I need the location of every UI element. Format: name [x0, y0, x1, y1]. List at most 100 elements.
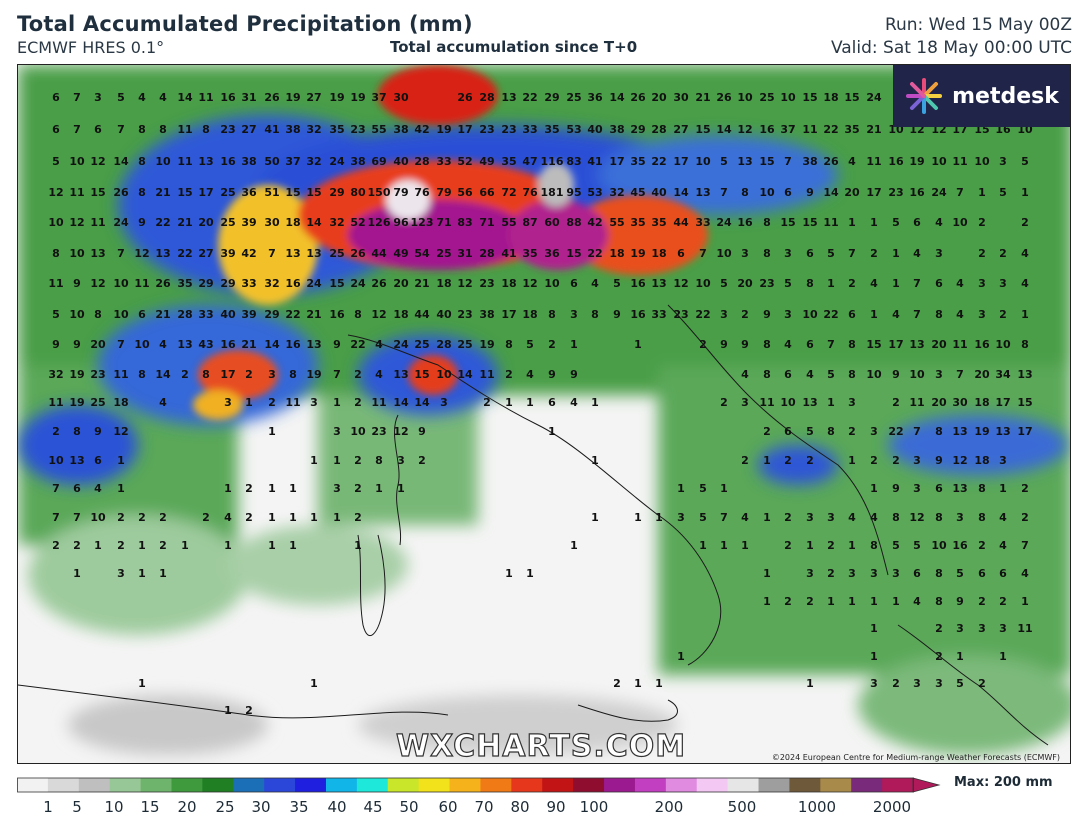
- run-time: Run: Wed 15 May 00Z: [884, 15, 1072, 35]
- station-value: 24: [113, 216, 129, 229]
- color-scale-tick-label: 200: [654, 798, 684, 816]
- metdesk-logo[interactable]: metdesk: [893, 65, 1070, 127]
- station-value: 11: [479, 368, 495, 381]
- station-value: 4: [570, 396, 578, 409]
- station-value: 20: [974, 368, 990, 381]
- station-value: 2: [245, 482, 253, 495]
- station-value: 4: [94, 482, 102, 495]
- max-value-label: Max: 200 mm: [954, 775, 1053, 790]
- station-value: 38: [350, 155, 366, 168]
- station-value: 32: [264, 277, 280, 290]
- station-value: 13: [155, 247, 171, 260]
- station-value: 2: [202, 511, 210, 524]
- station-value: 26: [457, 91, 473, 104]
- station-value: 1: [806, 539, 814, 552]
- station-value: 6: [848, 308, 856, 321]
- station-value: 28: [414, 155, 430, 168]
- station-value: 7: [117, 338, 125, 351]
- station-value: 8: [138, 368, 146, 381]
- station-value: 2: [418, 454, 426, 467]
- station-value: 1: [763, 567, 771, 580]
- station-value: 23: [90, 368, 106, 381]
- station-value: 18: [501, 277, 517, 290]
- station-value: 20: [393, 277, 409, 290]
- station-value: 1: [138, 677, 146, 690]
- station-value: 1: [677, 650, 685, 663]
- station-value: 2: [978, 216, 986, 229]
- station-value: 83: [566, 155, 582, 168]
- coastlines: [18, 304, 1049, 746]
- station-value: 8: [806, 277, 814, 290]
- station-value: 18: [522, 308, 538, 321]
- color-scale-segment: [696, 778, 729, 792]
- station-value: 39: [241, 308, 257, 321]
- station-value: 2: [978, 677, 986, 690]
- station-value: 3: [224, 396, 232, 409]
- station-value: 8: [763, 247, 771, 260]
- station-value: 7: [1021, 539, 1029, 552]
- station-value: 9: [806, 186, 814, 199]
- station-value: 55: [501, 216, 517, 229]
- station-value: 21: [177, 216, 193, 229]
- station-value: 38: [285, 123, 301, 136]
- station-value: 4: [913, 595, 921, 608]
- station-value: 8: [159, 123, 167, 136]
- station-value: 10: [952, 216, 968, 229]
- station-value: 1: [117, 454, 125, 467]
- color-scale-segment: [758, 778, 790, 792]
- station-value: 13: [69, 454, 85, 467]
- station-value: 15: [306, 186, 322, 199]
- station-value: 3: [310, 396, 318, 409]
- color-scale-tick-label: 20: [177, 798, 197, 816]
- station-value: 1: [505, 396, 513, 409]
- model-name: ECMWF HRES 0.1°: [17, 38, 165, 57]
- station-value: 40: [220, 308, 236, 321]
- station-value: 44: [414, 308, 430, 321]
- station-value: 11: [759, 396, 775, 409]
- station-value: 6: [677, 247, 685, 260]
- station-value: 3: [913, 482, 921, 495]
- chart-subtitle: Total accumulation since T+0: [390, 38, 638, 56]
- station-value: 33: [241, 277, 257, 290]
- station-value: 14: [393, 396, 409, 409]
- station-value: 5: [827, 247, 835, 260]
- station-value: 69: [371, 155, 387, 168]
- station-value: 13: [695, 186, 711, 199]
- station-value: 6: [806, 247, 814, 260]
- station-value: 35: [329, 123, 345, 136]
- station-value: 9: [741, 338, 749, 351]
- station-value: 10: [155, 155, 171, 168]
- station-value: 71: [436, 216, 452, 229]
- station-value: 27: [306, 91, 322, 104]
- station-value: 19: [69, 368, 85, 381]
- station-value: 15: [844, 91, 860, 104]
- station-value: 1: [289, 511, 297, 524]
- station-value: 6: [999, 567, 1007, 580]
- precipitation-map[interactable]: 6 7 3 5 4 4 14 11 16 31 26 19 27 19 19 37 30 26 28 13 22 29 25…: [17, 64, 1071, 764]
- station-value: 40: [587, 123, 603, 136]
- metdesk-logo-icon: [906, 78, 943, 114]
- station-value: 4: [956, 277, 964, 290]
- station-value: 1: [892, 277, 900, 290]
- station-value: 10: [995, 338, 1011, 351]
- valid-time: Valid: Sat 18 May 00:00 UTC: [830, 38, 1072, 58]
- station-value: 8: [848, 368, 856, 381]
- station-value: 12: [737, 123, 753, 136]
- station-value: 3: [870, 425, 878, 438]
- color-scale-tick-label: 15: [140, 798, 160, 816]
- station-value: 35: [844, 123, 860, 136]
- station-value: 35: [651, 216, 667, 229]
- station-value: 24: [931, 186, 947, 199]
- station-value: 9: [52, 338, 60, 351]
- station-value: 13: [651, 277, 667, 290]
- station-value: 5: [720, 277, 728, 290]
- station-value: 1: [892, 247, 900, 260]
- station-value: 10: [48, 216, 64, 229]
- station-value: 181: [540, 186, 564, 199]
- station-value: 16: [220, 338, 236, 351]
- station-value: 8: [978, 482, 986, 495]
- station-value: 15: [759, 155, 775, 168]
- station-value: 1: [224, 539, 232, 552]
- station-value: 26: [823, 155, 839, 168]
- station-value: 13: [1017, 368, 1033, 381]
